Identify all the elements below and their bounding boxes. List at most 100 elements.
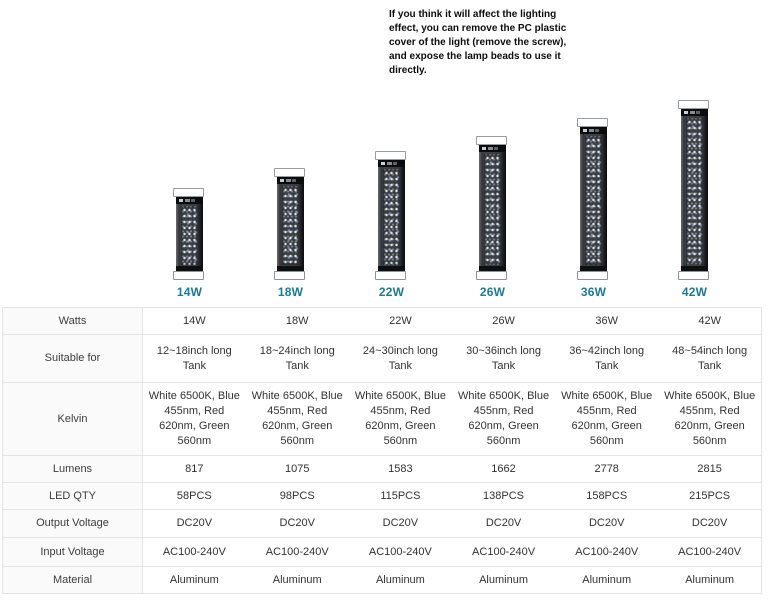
brand-sticker [378,160,405,167]
spec-table: Watts 14W 18W 22W 26W 36W 42W Suitable for 12~18… [2,307,763,594]
spec-cell: AC100-240V [245,537,349,567]
spec-row-output-voltage: Output Voltage DC20V DC20V DC20V DC20V DC20V D… [2,509,763,538]
light-body [378,160,405,271]
spec-cell: 30~36inch long Tank [451,334,556,383]
spec-cell: 817 [142,455,246,483]
light-body [681,109,708,271]
spec-cell: 1075 [245,455,349,483]
spec-cell: 18~24inch long Tank [245,334,349,383]
spec-row-label: LED QTY [2,482,143,510]
led-grid [585,136,602,265]
spec-cell: DC20V [451,509,556,538]
body-end-cap [681,266,708,271]
body-end-cap [378,266,405,271]
body-end-cap [176,266,203,271]
spec-row-material: Material Aluminum Aluminum Aluminum Aluminum… [2,566,763,594]
spec-row-suitable-for: Suitable for 12~18inch long Tank 18~24inch… [2,334,763,383]
spec-cell: AC100-240V [348,537,452,567]
led-grid [383,169,400,265]
mount-bracket-top [476,136,507,145]
spec-cell: 42W [658,307,763,335]
brand-sticker [176,197,203,204]
spec-cell: AC100-240V [451,537,556,567]
wattage-label: 22W [378,285,405,299]
spec-cell: DC20V [658,509,763,538]
mount-bracket-top [577,118,608,127]
light-body [580,127,607,271]
mount-bracket-top [274,168,305,177]
mount-bracket-bottom [375,271,406,280]
spec-cell: Aluminum [658,566,763,594]
led-grid [686,118,703,265]
spec-cell: 14W [142,307,246,335]
mount-bracket-top [678,100,709,109]
spec-cell: White 6500K, Blue 455nm, Red 620nm, Gree… [348,382,452,456]
spec-cell: 12~18inch long Tank [142,334,246,383]
spec-cell: 48~54inch long Tank [658,334,763,383]
spec-row-lumens: Lumens 817 1075 1583 1662 2778 2815 [2,455,763,483]
body-end-cap [277,266,304,271]
spec-cell: 58PCS [142,482,246,510]
spec-cell: 1662 [451,455,556,483]
spec-cell: Aluminum [142,566,246,594]
spec-cell: 24~30inch long Tank [348,334,452,383]
brand-sticker [479,145,506,152]
mount-bracket-top [375,151,406,160]
light-body [277,177,304,271]
wattage-label: 36W [580,285,607,299]
brand-sticker [277,177,304,184]
spec-cell: White 6500K, Blue 455nm, Red 620nm, Gree… [451,382,556,456]
spec-cell: 18W [245,307,349,335]
spec-row-label: Output Voltage [2,509,143,538]
spec-cell: 158PCS [555,482,659,510]
led-light-bar-42w [678,100,709,280]
spec-cell: 36W [555,307,659,335]
wattage-label: 26W [479,285,506,299]
spec-row-label: Watts [2,307,143,335]
spec-row-led-qty: LED QTY 58PCS 98PCS 115PCS 138PCS 158PCS 215PC… [2,482,763,510]
spec-cell: White 6500K, Blue 455nm, Red 620nm, Gree… [555,382,659,456]
spec-row-kelvin: Kelvin White 6500K, Blue 455nm, Red 620nm… [2,382,763,456]
led-light-bar-18w [274,168,305,280]
usage-note: If you think it will affect the lighting… [389,9,567,76]
led-light-bar-22w [375,151,406,280]
led-light-bar-36w [577,118,608,280]
spec-cell: DC20V [555,509,659,538]
spec-cell: Aluminum [245,566,349,594]
spec-cell: White 6500K, Blue 455nm, Red 620nm, Gree… [142,382,246,456]
mount-bracket-top [173,188,204,197]
spec-cell: 138PCS [451,482,556,510]
spec-row-label: Lumens [2,455,143,483]
spec-cell: White 6500K, Blue 455nm, Red 620nm, Gree… [245,382,349,456]
spec-cell: 26W [451,307,556,335]
mount-bracket-bottom [577,271,608,280]
led-light-bar-26w [476,136,507,280]
spec-row-input-voltage: Input Voltage AC100-240V AC100-240V AC100-2… [2,537,763,567]
spec-cell: AC100-240V [555,537,659,567]
spec-cell: Aluminum [555,566,659,594]
spec-cell: 98PCS [245,482,349,510]
spec-cell: 2778 [555,455,659,483]
spec-row-label: Suitable for [2,334,143,383]
spec-cell: 2815 [658,455,763,483]
spec-row-label: Input Voltage [2,537,143,567]
spec-cell: AC100-240V [142,537,246,567]
wattage-label: 14W [176,285,203,299]
light-body [479,145,506,271]
led-grid [181,206,198,265]
light-body [176,197,203,271]
spec-cell: White 6500K, Blue 455nm, Red 620nm, Gree… [658,382,763,456]
body-end-cap [580,266,607,271]
spec-cell: AC100-240V [658,537,763,567]
led-grid [484,154,501,265]
spec-cell: DC20V [245,509,349,538]
spec-row-label: Material [2,566,143,594]
body-end-cap [479,266,506,271]
spec-row-watts: Watts 14W 18W 22W 26W 36W 42W [2,307,763,335]
led-grid [282,186,299,265]
spec-row-label: Kelvin [2,382,143,456]
brand-sticker [580,127,607,134]
spec-cell: DC20V [142,509,246,538]
spec-cell: 215PCS [658,482,763,510]
spec-cell: 115PCS [348,482,452,510]
